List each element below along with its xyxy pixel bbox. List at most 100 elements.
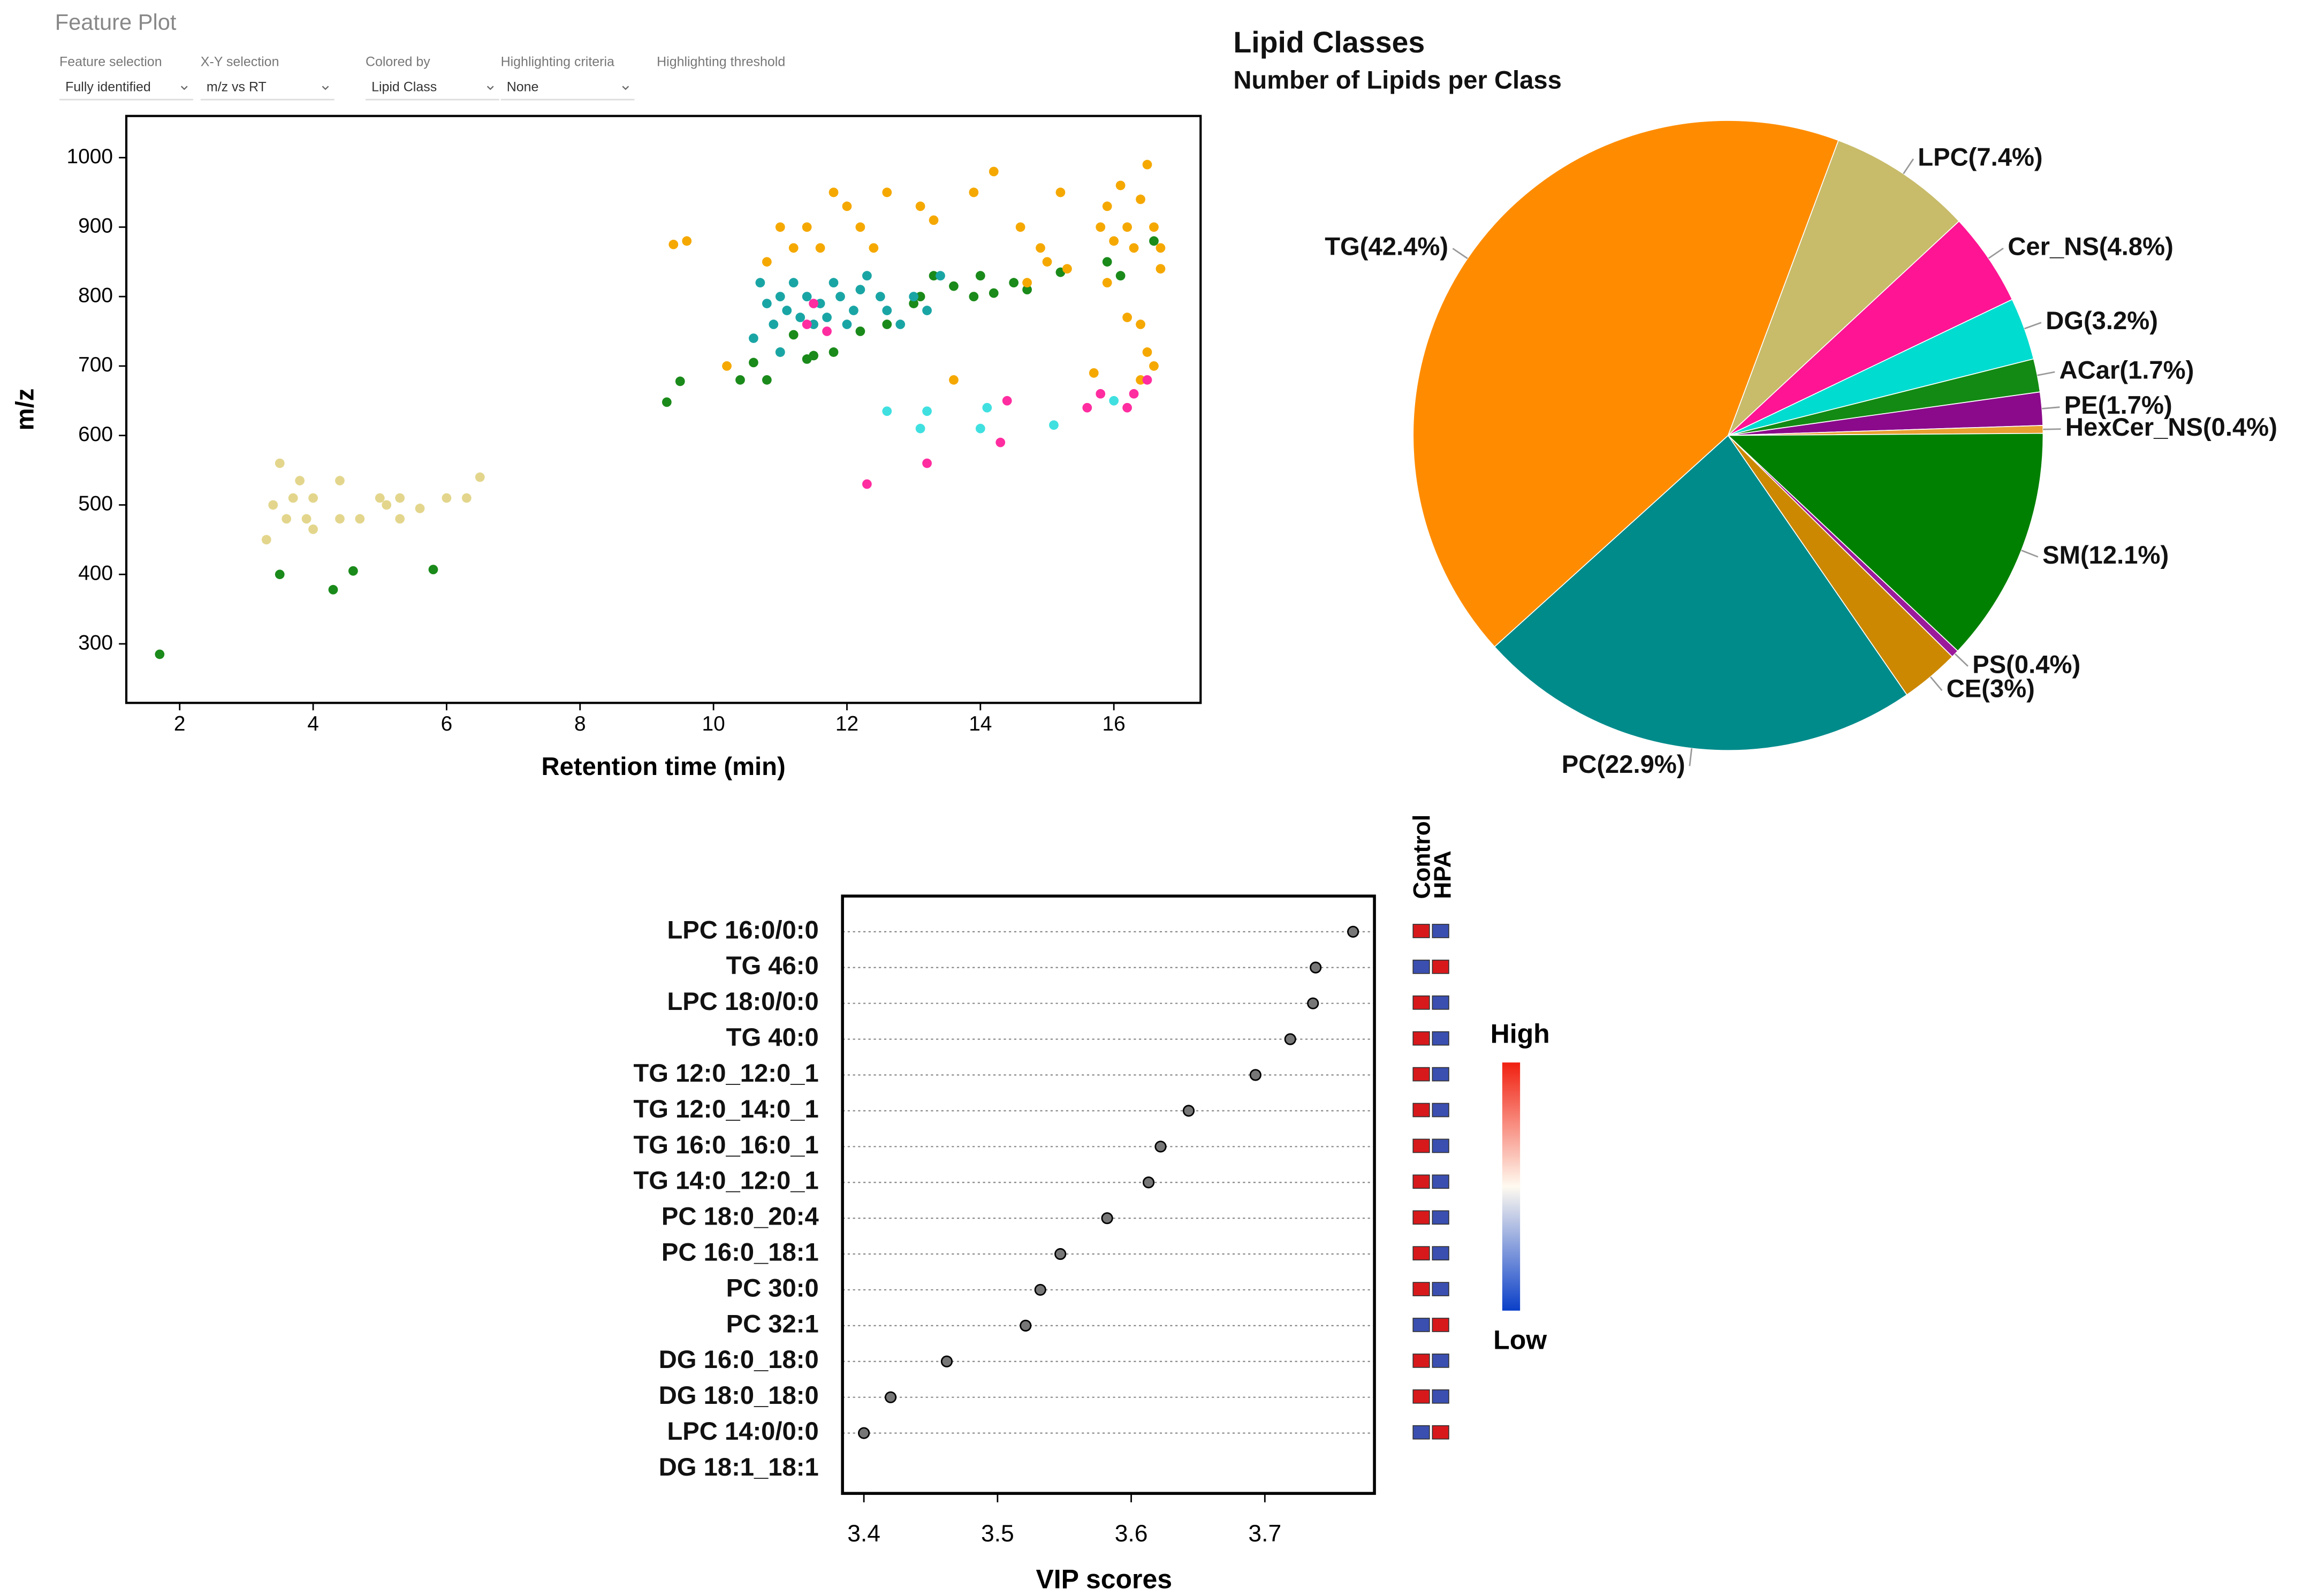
- vip-dot: [1307, 997, 1319, 1009]
- point: [802, 292, 812, 301]
- control-value[interactable]: m/z vs RT: [207, 80, 267, 95]
- point: [1022, 285, 1032, 295]
- point: [682, 236, 692, 246]
- y-tick-label: 300: [78, 631, 113, 654]
- point: [909, 299, 919, 308]
- point: [842, 201, 852, 211]
- row-label: TG 12:0_12:0_1: [633, 1059, 818, 1088]
- point: [328, 584, 338, 595]
- heat-cell: [1432, 995, 1449, 1010]
- point: [802, 222, 812, 232]
- control-value[interactable]: Lipid Class: [371, 80, 437, 95]
- point: [849, 306, 858, 315]
- heat-cell: [1432, 1389, 1449, 1404]
- heat-cell: [1432, 924, 1449, 938]
- app-title: Feature Plot: [55, 10, 177, 35]
- colorbar: [1502, 1062, 1521, 1311]
- heat-cell: [1432, 1031, 1449, 1046]
- dropdown-chevron[interactable]: [622, 86, 629, 90]
- point: [882, 406, 892, 416]
- point: [335, 514, 345, 524]
- point: [869, 243, 879, 253]
- point: [1115, 180, 1126, 191]
- slice-label: LPC(7.4%): [1918, 143, 2042, 171]
- point: [475, 472, 485, 482]
- vip-dot: [1020, 1319, 1032, 1332]
- heat-cell: [1412, 1174, 1430, 1189]
- leader-line: [2042, 406, 2060, 409]
- point: [1115, 271, 1126, 281]
- point: [1009, 278, 1019, 288]
- point: [922, 406, 932, 416]
- point: [722, 361, 732, 371]
- point: [1149, 236, 1159, 246]
- point: [268, 500, 278, 510]
- slice-label: TG(42.4%): [1325, 233, 1448, 261]
- point: [788, 330, 799, 340]
- point: [1129, 389, 1139, 399]
- heat-cell: [1432, 1318, 1449, 1332]
- point: [1156, 264, 1166, 274]
- point: [442, 493, 452, 503]
- point: [802, 320, 812, 329]
- y-axis-label: m/z: [11, 389, 39, 431]
- vip-dot: [1101, 1212, 1113, 1225]
- point: [762, 375, 772, 385]
- heat-cell: [1412, 1425, 1430, 1440]
- vip-dot: [1182, 1105, 1195, 1117]
- y-tick-label: 1000: [67, 145, 113, 168]
- leader-line: [1929, 676, 1943, 691]
- leader-line: [2037, 371, 2055, 376]
- slice-label: SM(12.1%): [2042, 541, 2169, 569]
- row-label: LPC 14:0/0:0: [667, 1417, 818, 1446]
- point: [882, 306, 892, 315]
- heat-cell: [1412, 960, 1430, 974]
- point: [1142, 375, 1152, 385]
- point: [862, 271, 872, 281]
- point: [1109, 236, 1119, 246]
- point: [842, 320, 852, 329]
- control-value[interactable]: None: [507, 80, 539, 95]
- point: [282, 514, 292, 524]
- heat-cell: [1412, 1389, 1430, 1404]
- x-tick-label: 12: [835, 712, 858, 735]
- row-label: TG 14:0_12:0_1: [633, 1167, 818, 1195]
- point: [1136, 194, 1145, 204]
- y-tick-label: 900: [78, 215, 113, 238]
- heat-cell: [1412, 995, 1430, 1010]
- point: [815, 243, 825, 253]
- control-value[interactable]: Fully identified: [65, 80, 151, 95]
- row-label: TG 46:0: [726, 952, 819, 980]
- point: [1129, 243, 1139, 253]
- point: [348, 566, 358, 576]
- leader-line: [1452, 248, 1468, 260]
- point: [829, 278, 839, 288]
- row-label: PC 16:0_18:1: [662, 1238, 819, 1267]
- point: [415, 504, 425, 513]
- vip-dot: [884, 1391, 897, 1403]
- heat-cell: [1412, 1282, 1430, 1296]
- x-tick-label: 6: [441, 712, 453, 735]
- point: [855, 285, 865, 295]
- control-label: Highlighting criteria: [501, 54, 614, 69]
- dropdown-chevron[interactable]: [180, 86, 188, 90]
- point: [662, 397, 672, 407]
- point: [1109, 396, 1119, 406]
- point: [1082, 402, 1092, 413]
- point: [922, 306, 932, 315]
- row-label: LPC 16:0/0:0: [667, 916, 818, 944]
- point: [1096, 222, 1106, 232]
- vip-dot: [1054, 1248, 1067, 1260]
- point: [382, 500, 392, 510]
- dropdown-chevron[interactable]: [487, 86, 494, 90]
- point: [1022, 278, 1032, 288]
- point: [995, 437, 1006, 447]
- heat-cell: [1432, 1210, 1449, 1225]
- point: [775, 222, 785, 232]
- heat-cell: [1412, 1067, 1430, 1082]
- point: [735, 375, 745, 385]
- heat-cell: [1432, 1425, 1449, 1440]
- point: [769, 320, 779, 329]
- dropdown-chevron[interactable]: [322, 86, 329, 90]
- y-tick-label: 700: [78, 353, 113, 376]
